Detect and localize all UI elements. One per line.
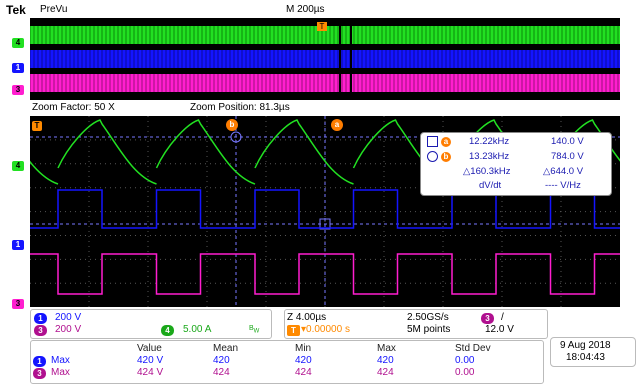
trigger-position-marker[interactable]: T <box>32 121 42 131</box>
overview-ch1-marker[interactable]: 1 <box>12 63 24 73</box>
col-header-mean: Mean <box>213 343 239 354</box>
trigger-position-letter: T <box>34 121 40 130</box>
overview-ch4-marker-label: 4 <box>15 38 21 47</box>
trigger-slope-icon: / <box>501 312 504 323</box>
ch3-badge-label: 3 <box>38 326 43 335</box>
graticule <box>30 116 620 307</box>
slew-rate-value: ---- V/Hz <box>545 180 581 191</box>
trigger-position-icon: T <box>287 325 300 336</box>
overview-ch1-marker-label: 1 <box>15 63 21 72</box>
slew-rate-label: dV/dt <box>479 180 502 191</box>
row2-mean: 424 <box>213 367 230 378</box>
acquisition-settings-panel[interactable]: Z 4.00µs 2.50GS/s 3 / T ▾0.00000 s 5M po… <box>284 309 548 339</box>
cursor-a-voltage: 140.0 V <box>551 136 584 147</box>
col-header-stddev: Std Dev <box>455 343 491 354</box>
bandwidth-limit-icon: BW <box>249 325 260 335</box>
cursor-b-letter: b <box>229 120 235 129</box>
ch4-ground-marker[interactable]: 4 <box>12 161 24 171</box>
ch4-badge: 4 <box>161 325 174 336</box>
zoom-position-label: Zoom Position: 81.3µs <box>190 102 290 113</box>
cursor-b-circle-icon <box>427 151 438 162</box>
zoom-window-box[interactable] <box>339 21 352 97</box>
cursor-a-square-icon <box>427 136 438 147</box>
trigger-position-icon-letter: T <box>291 326 296 335</box>
row2-ch-label: 3 <box>37 369 42 378</box>
overview-trigger-marker[interactable] <box>317 22 327 31</box>
delta-frequency: △160.3kHz <box>463 166 511 177</box>
ch3-ground-marker[interactable]: 3 <box>12 299 24 309</box>
zoom-factor-label: Zoom Factor: 50 X <box>32 102 115 113</box>
cursor-a-square[interactable] <box>319 218 331 230</box>
col-header-min: Min <box>295 343 312 354</box>
row1-ch-label: 1 <box>37 357 42 366</box>
sample-rate: 2.50GS/s <box>407 312 449 323</box>
readout-cursor-a-badge: a <box>441 137 451 147</box>
cursor-b-frequency: 13.23kHz <box>469 151 510 162</box>
trace-ch4 <box>30 119 620 185</box>
row2-max: 424 <box>377 367 394 378</box>
overview-ch4-marker[interactable]: 4 <box>12 38 24 48</box>
time-label: 18:04:43 <box>566 352 605 363</box>
timebase-label: M 200µs <box>286 4 325 15</box>
ch1-scale[interactable]: 200 V <box>55 312 82 323</box>
row1-stddev: 0.00 <box>455 355 475 366</box>
col-header-max: Max <box>377 343 396 354</box>
row2-min: 424 <box>295 367 312 378</box>
overview-trigger-letter: T <box>320 22 325 31</box>
record-length: 5M points <box>407 324 451 335</box>
overview-trace-texture <box>30 26 619 92</box>
readout-cursor-b-letter: b <box>443 152 449 161</box>
trigger-level: 12.0 V <box>485 324 514 335</box>
ch3-ground-label: 3 <box>15 299 21 308</box>
acquisition-mode: PreVu <box>40 4 68 15</box>
overview-waveform-display[interactable]: T <box>30 18 620 100</box>
row1-max: 420 <box>377 355 394 366</box>
ch4-scale[interactable]: 5.00 A <box>183 324 212 335</box>
cursor-a-badge[interactable]: a <box>331 119 343 131</box>
ch1-ground-marker[interactable]: 1 <box>12 240 24 250</box>
overview-ch3-marker-label: 3 <box>15 85 21 94</box>
row2-value: 424 V <box>137 367 164 378</box>
overview-ch3-marker[interactable]: 3 <box>12 85 24 95</box>
cursor-a-frequency: 12.22kHz <box>469 136 510 147</box>
ch4-ground-label: 4 <box>15 161 21 170</box>
trigger-position-value[interactable]: ▾0.00000 s <box>301 324 350 335</box>
zoom-info-bar <box>30 102 620 116</box>
horizontal-scale[interactable]: Z 4.00µs <box>287 312 327 323</box>
col-header-value: Value <box>137 343 162 354</box>
delta-voltage: △644.0 V <box>543 166 584 177</box>
zoomed-waveform-display[interactable] <box>30 116 620 307</box>
row1-mean: 420 <box>213 355 230 366</box>
trace-ch3 <box>30 253 620 295</box>
ch1-ground-label: 1 <box>15 240 21 249</box>
channel-settings-panel[interactable]: 1 200 V 3 200 V 4 5.00 A BW <box>30 309 272 339</box>
cursor-b-circle[interactable] <box>230 131 242 143</box>
row2-ch-badge: 3 <box>33 368 46 379</box>
measurements-table[interactable]: Value Mean Min Max Std Dev 1 Max 420 V 4… <box>30 340 544 384</box>
ch1-badge-label: 1 <box>38 314 43 323</box>
readout-cursor-b-badge: b <box>441 152 451 162</box>
row2-stddev: 0.00 <box>455 367 475 378</box>
row1-min: 420 <box>295 355 312 366</box>
cursor-b-voltage: 784.0 V <box>551 151 584 162</box>
trigger-source-badge[interactable]: 3 <box>481 313 494 324</box>
readout-cursor-a-letter: a <box>443 137 449 146</box>
cursor-a-letter: a <box>334 120 340 129</box>
row2-meas-name: Max <box>51 367 70 378</box>
date-label: 9 Aug 2018 <box>560 340 611 351</box>
ch1-badge: 1 <box>34 313 47 324</box>
ch3-badge: 3 <box>34 325 47 336</box>
cursor-readout-panel: a 12.22kHz 140.0 V b 13.23kHz 784.0 V △1… <box>420 132 612 196</box>
row1-ch-badge: 1 <box>33 356 46 367</box>
row1-value: 420 V <box>137 355 164 366</box>
trigger-source-label: 3 <box>485 314 490 323</box>
ch4-badge-label: 4 <box>165 326 170 335</box>
cursor-b-badge[interactable]: b <box>226 119 238 131</box>
ch3-scale[interactable]: 200 V <box>55 324 82 335</box>
datetime-panel <box>550 337 636 367</box>
row1-meas-name: Max <box>51 355 70 366</box>
brand-logo: Tek <box>6 3 26 17</box>
